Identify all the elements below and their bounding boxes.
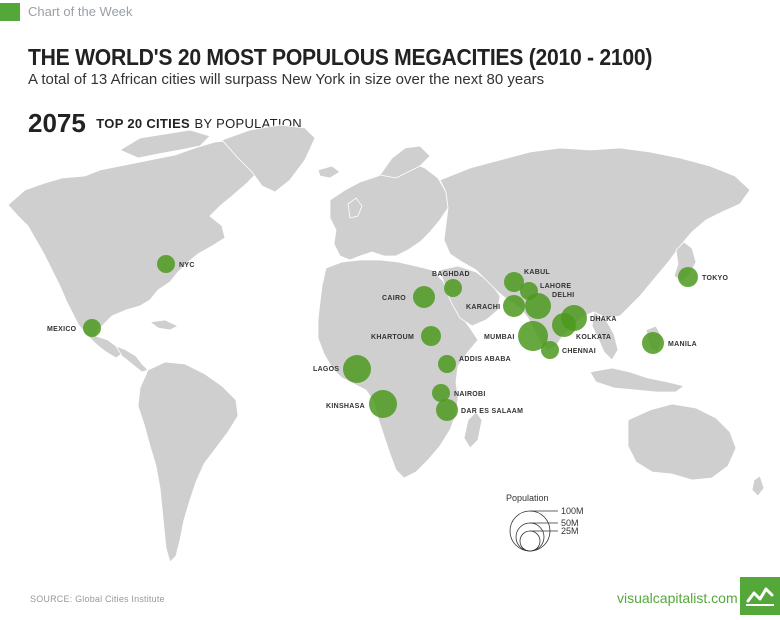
- population-legend: Population 100M 50M 25M: [506, 493, 584, 552]
- africa: [317, 259, 479, 479]
- bubble-lagos[interactable]: [343, 355, 371, 383]
- australia: [627, 403, 737, 481]
- label-delhi: DELHI: [552, 292, 575, 299]
- land-masses: [7, 124, 765, 563]
- top-bar: Chart of the Week: [0, 0, 780, 26]
- bubble-karachi[interactable]: [503, 295, 525, 317]
- bubble-baghdad[interactable]: [444, 279, 462, 297]
- madagascar: [463, 411, 483, 449]
- label-dar-es-salaam: DAR ES SALAAM: [461, 408, 523, 415]
- source-note: SOURCE: Global Cities Institute: [30, 594, 165, 604]
- label-tokyo: TOKYO: [702, 275, 729, 282]
- bubble-mexico[interactable]: [83, 319, 101, 337]
- bubble-manila[interactable]: [642, 332, 664, 354]
- accent-block: [0, 3, 20, 21]
- bubble-delhi[interactable]: [525, 293, 551, 319]
- south-america: [137, 361, 239, 563]
- north-america: [7, 139, 263, 359]
- label-kinshasa: KINSHASA: [326, 403, 365, 410]
- logo-icon: [746, 587, 774, 606]
- indonesia: [589, 367, 685, 393]
- label-karachi: KARACHI: [466, 304, 500, 311]
- label-nairobi: NAIROBI: [454, 391, 486, 398]
- label-chennai: CHENNAI: [562, 348, 596, 355]
- legend-label-100m: 100M: [561, 506, 584, 516]
- heading-bold: TOP 20 CITIES: [96, 116, 191, 131]
- label-lahore: LAHORE: [540, 283, 571, 290]
- legend-circle-50m: [515, 522, 545, 552]
- bubble-nyc[interactable]: [157, 255, 175, 273]
- southeast-asia: [591, 311, 619, 361]
- greenland: [221, 124, 316, 193]
- bubble-kolkata[interactable]: [552, 313, 576, 337]
- legend-title: Population: [506, 493, 549, 503]
- label-manila: MANILA: [668, 341, 697, 348]
- label-dhaka: DHAKA: [590, 316, 617, 323]
- bubble-tokyo[interactable]: [678, 267, 698, 287]
- bubble-mumbai[interactable]: [518, 321, 548, 351]
- brand-logo-icon: [740, 577, 780, 615]
- iceland: [317, 165, 341, 179]
- label-mexico: MEXICO: [47, 326, 77, 333]
- city-bubbles: [83, 255, 698, 421]
- year-label: 2075: [28, 108, 86, 138]
- city-labels: NYC MEXICO TOKYO MANILA BAGHDAD CAIRO KH…: [47, 262, 729, 415]
- label-addis-ababa: ADDIS ABABA: [459, 356, 511, 363]
- bubble-dar-es-salaam[interactable]: [436, 399, 458, 421]
- series-label: Chart of the Week: [28, 4, 133, 19]
- bubble-khartoum[interactable]: [421, 326, 441, 346]
- uk: [347, 197, 363, 219]
- bubble-kabul[interactable]: [504, 272, 524, 292]
- arctic-islands: [119, 129, 211, 159]
- bubble-nairobi[interactable]: [432, 384, 450, 402]
- label-cairo: CAIRO: [382, 295, 406, 302]
- label-nyc: NYC: [179, 262, 195, 269]
- page-title: THE WORLD'S 20 MOST POPULOUS MEGACITIES …: [28, 44, 653, 70]
- bubble-chennai[interactable]: [541, 341, 559, 359]
- legend-circle-25m: [519, 530, 541, 552]
- caribbean: [148, 319, 179, 331]
- label-baghdad: BAGHDAD: [432, 271, 470, 278]
- label-mumbai: MUMBAI: [484, 334, 515, 341]
- bubble-addis-ababa[interactable]: [438, 355, 456, 373]
- bubble-cairo[interactable]: [413, 286, 435, 308]
- new-zealand: [751, 475, 765, 497]
- label-lagos: LAGOS: [313, 366, 339, 373]
- label-kolkata: KOLKATA: [576, 334, 611, 341]
- year-heading: 2075 TOP 20 CITIES BY POPULATION: [28, 108, 302, 139]
- label-khartoum: KHARTOUM: [371, 334, 414, 341]
- brand-link[interactable]: visualcapitalist.com: [617, 590, 738, 606]
- label-kabul: KABUL: [524, 269, 550, 276]
- page-subtitle: A total of 13 African cities will surpas…: [28, 71, 545, 88]
- legend-label-25m: 25M: [561, 526, 579, 536]
- legend-label-50m: 50M: [561, 518, 579, 528]
- scandinavia: [379, 145, 431, 179]
- central-america: [115, 345, 149, 373]
- bubble-kinshasa[interactable]: [369, 390, 397, 418]
